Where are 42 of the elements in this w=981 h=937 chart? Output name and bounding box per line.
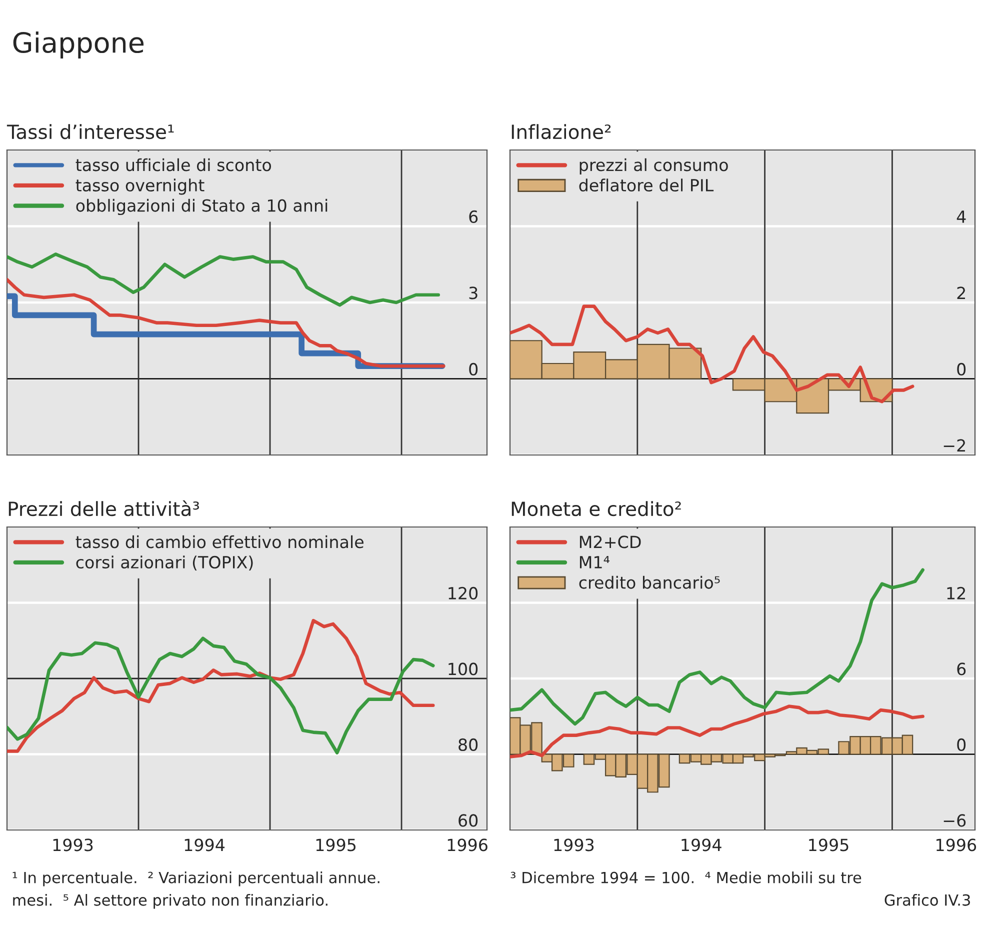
chart-title: Moneta e credito²	[512, 501, 681, 516]
y-tick-label: 2	[957, 286, 965, 300]
legend-label: prezzi al consumo	[580, 158, 728, 174]
legend-label: obbligazioni di Stato a 10 anni	[76, 198, 328, 216]
legend-label: tasso di cambio effettivo nominale	[76, 535, 364, 548]
legend-label: tasso ufficiale di sconto	[76, 158, 271, 172]
y-tick-label: 120	[448, 586, 478, 600]
text: mesi. ⁵ Al settore privato non finanziario.	[13, 894, 328, 909]
legend-label: corsi azionari (TOPIX)	[76, 556, 253, 570]
x-tick-label: 1996	[448, 838, 488, 852]
chart-title: Prezzi delle attività³	[8, 500, 199, 516]
y-tick-label: 12	[947, 586, 965, 600]
y-tick-label: 0	[957, 738, 966, 752]
y-tick-label: 0	[469, 362, 478, 376]
y-tick-label: 80	[458, 738, 478, 752]
legend-label: M1⁴	[580, 556, 610, 568]
y-tick-label: 100	[448, 662, 478, 676]
y-tick-label: 3	[469, 286, 478, 300]
x-tick-label: 1995	[809, 838, 848, 852]
y-tick-label: 0	[957, 362, 966, 376]
y-tick-label: 4	[956, 210, 966, 223]
text: Grafico IV.3	[884, 894, 970, 906]
y-tick-label: 6	[469, 210, 478, 224]
y-tick-label: 6	[957, 662, 966, 676]
x-tick-label: 1994	[184, 838, 225, 852]
x-tick-label: 1995	[316, 838, 356, 852]
y-tick-label: −2	[944, 439, 965, 452]
x-tick-label: 1993	[554, 838, 594, 852]
y-tick-label: 60	[458, 814, 478, 827]
chart-title: Tassi d’interesse¹	[6, 124, 174, 140]
text: ³ Dicembre 1994 = 100. ⁴ Medie mobili su tre	[510, 872, 862, 884]
chart-title: Inflazione²	[512, 124, 611, 140]
y-tick-label: −6	[944, 814, 966, 827]
legend-label: tasso overnight	[76, 178, 204, 195]
legend-label: credito bancario⁵	[579, 576, 720, 589]
text: ¹ In percentuale. ² Variazioni percentuali annue.	[12, 872, 380, 886]
x-tick-label: 1993	[53, 838, 93, 852]
x-tick-label: 1996	[936, 838, 976, 852]
text: Giappone	[13, 32, 144, 58]
x-tick-label: 1994	[682, 838, 722, 852]
legend-label: deflatore del PIL	[579, 178, 714, 192]
legend-label: M2+CD	[580, 536, 641, 548]
